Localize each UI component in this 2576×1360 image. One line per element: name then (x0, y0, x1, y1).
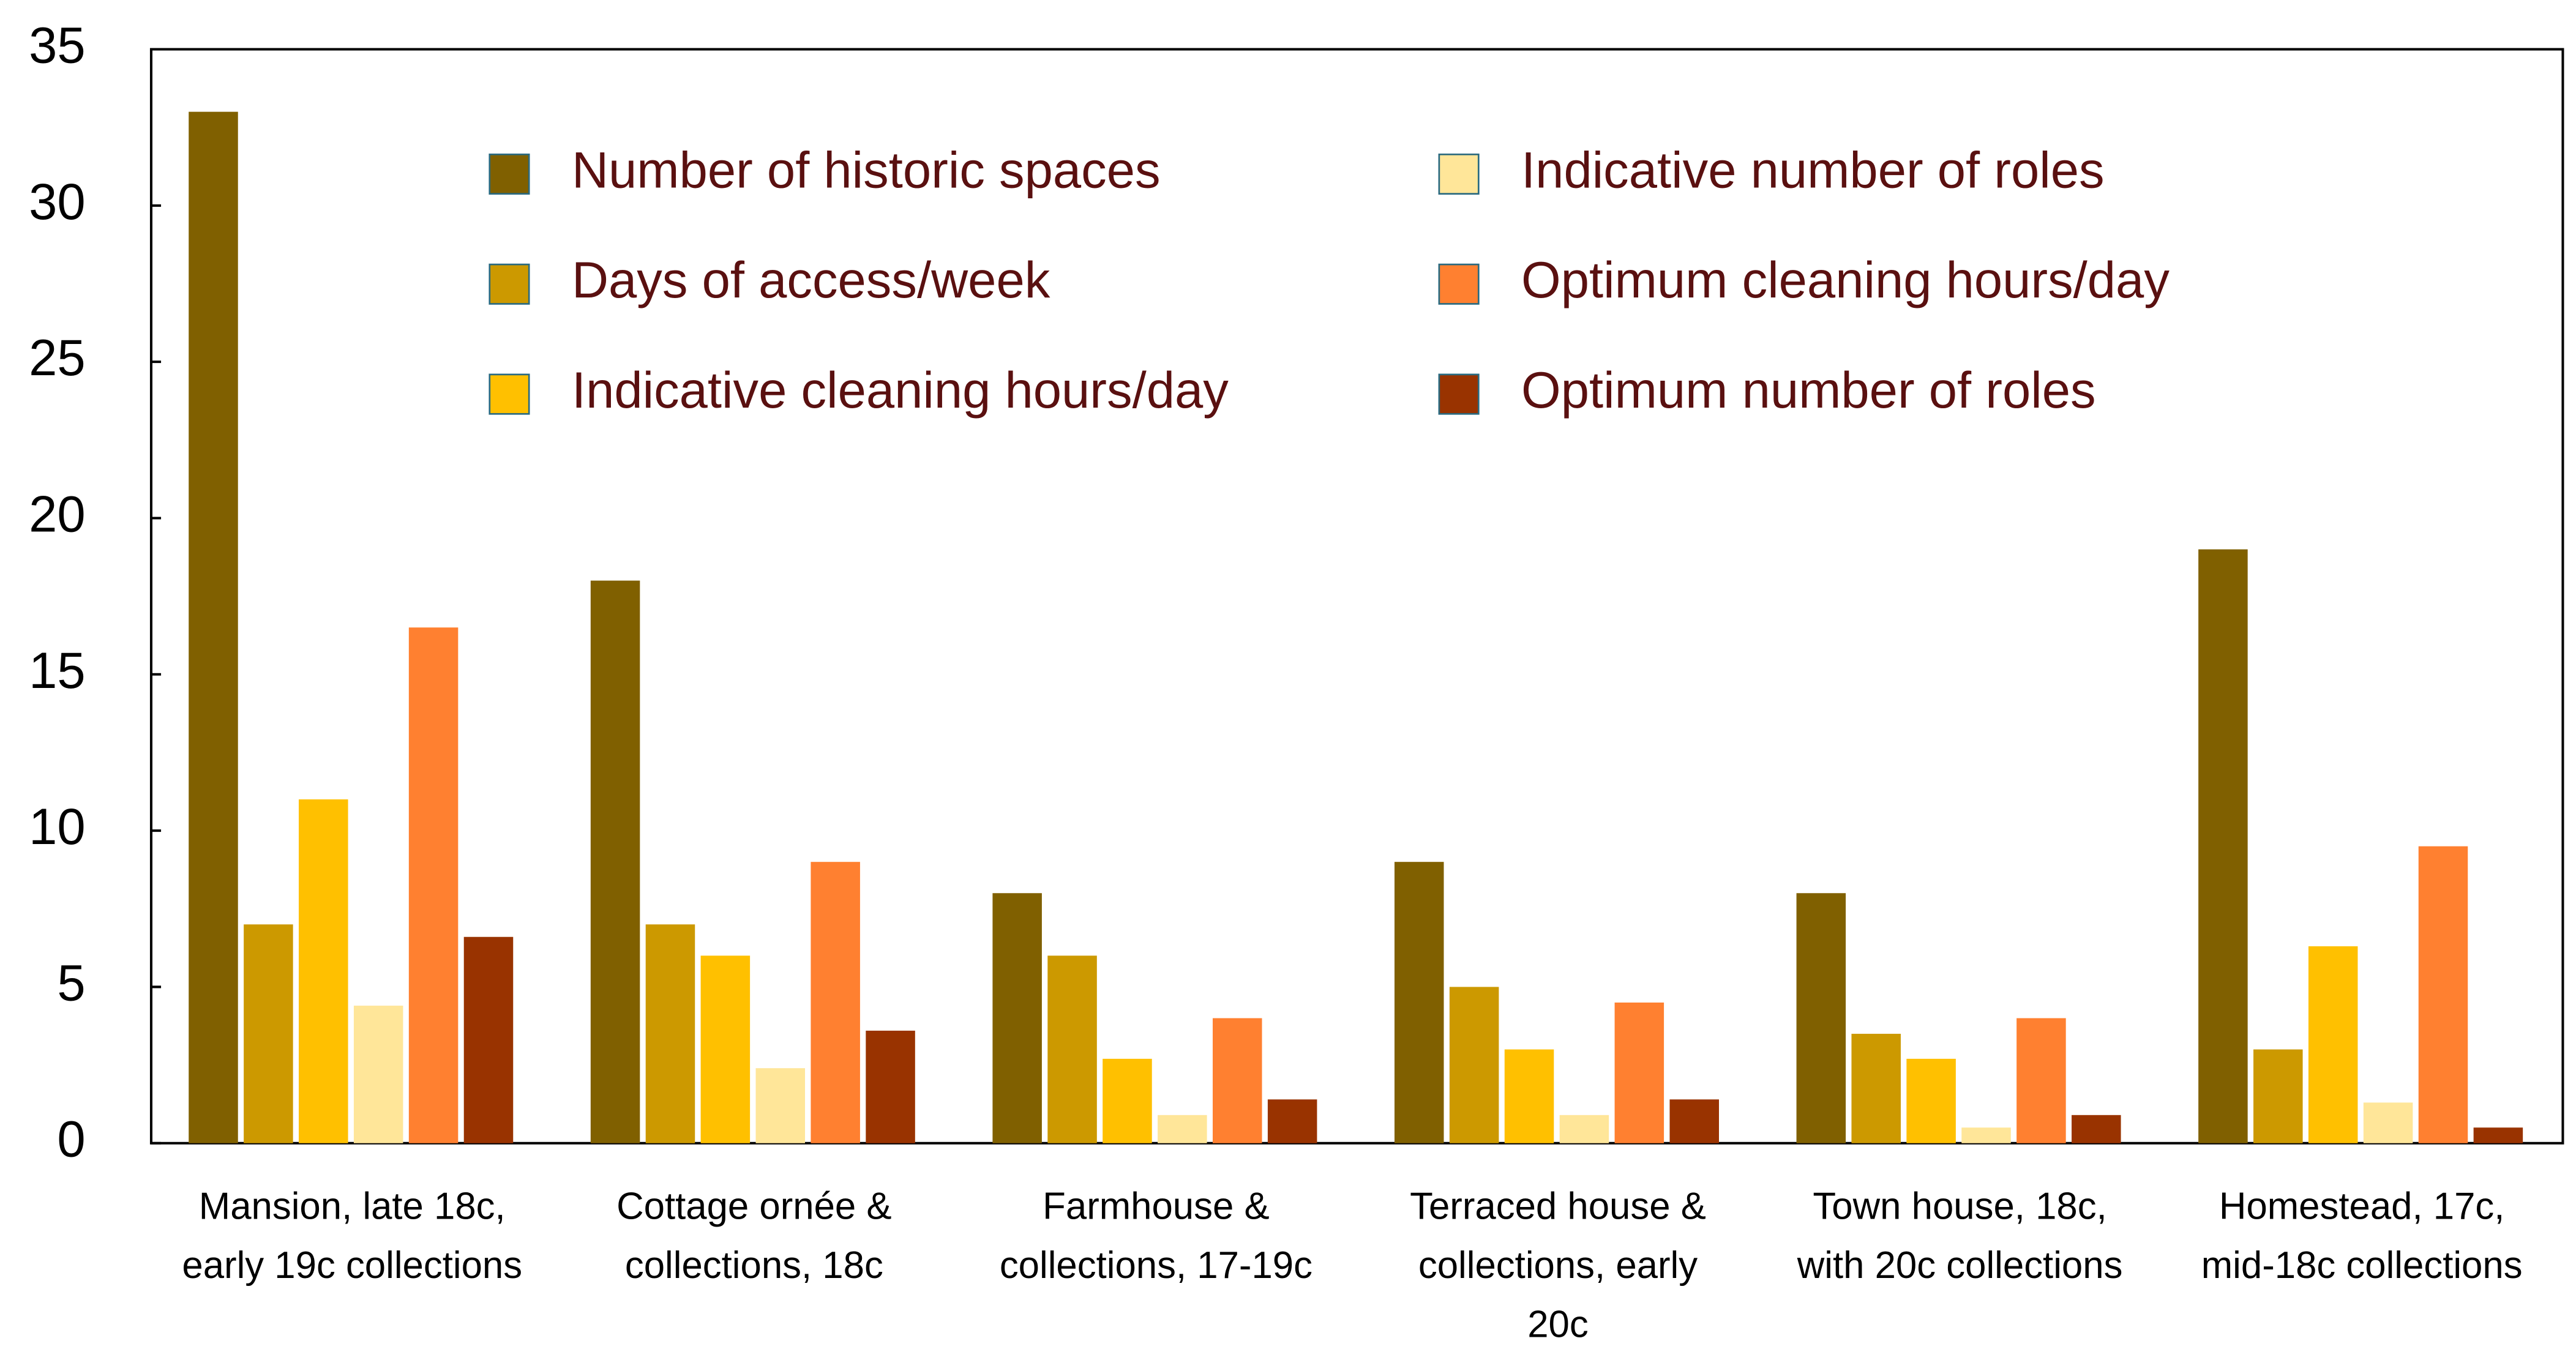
y-tick-label: 0 (57, 1111, 85, 1168)
x-tick-label: early 19c collections (182, 1244, 522, 1287)
y-tick-label: 25 (29, 329, 86, 386)
bar (1961, 1127, 2011, 1143)
bar (866, 1030, 915, 1143)
legend-label: Number of historic spaces (572, 141, 1161, 198)
bar (1504, 1049, 1554, 1143)
bar (700, 955, 751, 1143)
bar (2198, 549, 2248, 1143)
bar (1047, 955, 1097, 1143)
plot-frame (149, 48, 2564, 1145)
x-tick-label: collections, 18c (625, 1244, 883, 1287)
x-tick-label: Homestead, 17c, (2219, 1185, 2505, 1227)
bar (1614, 1002, 1664, 1143)
bar (2072, 1115, 2121, 1143)
bar (2418, 846, 2468, 1143)
legend-swatch (489, 373, 530, 415)
x-tick-label: Town house, 18c, (1813, 1185, 2106, 1227)
legend-label: Days of access/week (572, 252, 1050, 308)
bar (1213, 1018, 1262, 1143)
bar (353, 1006, 403, 1143)
bar (1796, 893, 1846, 1143)
bar (299, 799, 348, 1143)
bar (811, 862, 860, 1143)
legend-swatch (1438, 153, 1480, 195)
bar (2016, 1018, 2066, 1143)
bar (2363, 1102, 2413, 1143)
legend-label: Optimum number of roles (1521, 362, 2096, 419)
y-tick-label: 30 (29, 173, 86, 230)
bar (189, 111, 238, 1143)
bar (1394, 862, 1444, 1143)
bar (1103, 1058, 1152, 1143)
x-tick-label: collections, early (1418, 1244, 1698, 1287)
legend-swatch (489, 153, 530, 195)
legend-label: Indicative number of roles (1521, 141, 2105, 198)
x-tick-label: Cottage ornée & (616, 1185, 891, 1227)
y-tick-label: 5 (57, 954, 85, 1011)
bar (1559, 1115, 1609, 1143)
bar (2308, 946, 2358, 1143)
bar (2473, 1127, 2523, 1143)
x-tick-label: Mansion, late 18c, (199, 1185, 506, 1227)
bar (2253, 1049, 2303, 1143)
legend-label: Optimum cleaning hours/day (1521, 252, 2170, 308)
bar (755, 1068, 806, 1143)
bar (992, 893, 1042, 1143)
x-tick-label: Terraced house & (1410, 1185, 1706, 1227)
y-tick-label: 35 (29, 17, 86, 73)
y-tick-label: 15 (29, 642, 86, 699)
bar (645, 924, 695, 1143)
y-tick-label: 10 (29, 798, 86, 855)
x-tick-label: Farmhouse & (1043, 1185, 1269, 1227)
bar (1906, 1058, 1956, 1143)
y-tick-label: 20 (29, 485, 86, 542)
legend-swatch (1438, 373, 1480, 415)
bar (244, 924, 293, 1143)
bar (1669, 1099, 1719, 1143)
x-tick-label: 20c (1527, 1304, 1589, 1346)
x-tick-label: mid-18c collections (2201, 1244, 2523, 1287)
bar (408, 627, 459, 1143)
x-tick-label: with 20c collections (1797, 1244, 2123, 1287)
bar (590, 580, 640, 1143)
legend-label: Indicative cleaning hours/day (572, 362, 1229, 419)
bar (1158, 1115, 1207, 1143)
bar (1449, 987, 1499, 1143)
x-tick-label: collections, 17-19c (1000, 1244, 1312, 1287)
legend-swatch (489, 263, 530, 305)
bar (1851, 1034, 1901, 1143)
bar (463, 936, 514, 1143)
bar (1267, 1099, 1317, 1143)
legend-swatch (1438, 263, 1480, 305)
